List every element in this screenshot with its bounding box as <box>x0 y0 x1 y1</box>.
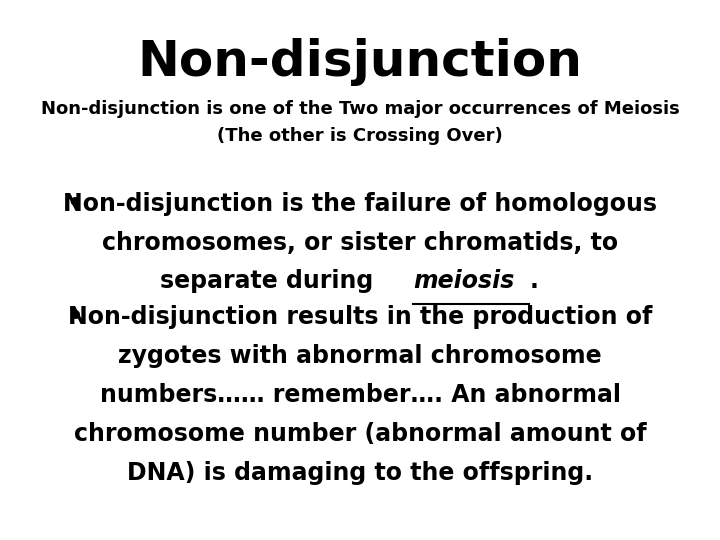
Text: Non-disjunction is the failure of homologous: Non-disjunction is the failure of homolo… <box>63 192 657 215</box>
Text: numbers…… remember…. An abnormal: numbers…… remember…. An abnormal <box>99 383 621 407</box>
Text: chromosome number (abnormal amount of: chromosome number (abnormal amount of <box>73 422 647 446</box>
Text: •: • <box>66 305 83 331</box>
Text: Non-disjunction is one of the Two major occurrences of Meiosis: Non-disjunction is one of the Two major … <box>40 100 680 118</box>
Text: (The other is Crossing Over): (The other is Crossing Over) <box>217 127 503 145</box>
Text: chromosomes, or sister chromatids, to: chromosomes, or sister chromatids, to <box>102 231 618 254</box>
Text: zygotes with abnormal chromosome: zygotes with abnormal chromosome <box>118 344 602 368</box>
Text: meiosis: meiosis <box>413 269 515 293</box>
Text: Non-disjunction results in the production of: Non-disjunction results in the productio… <box>68 305 652 329</box>
Text: Non-disjunction: Non-disjunction <box>138 38 582 86</box>
Text: •: • <box>66 192 83 218</box>
Text: DNA) is damaging to the offspring.: DNA) is damaging to the offspring. <box>127 461 593 484</box>
Text: .: . <box>529 269 539 293</box>
Text: separate during: separate during <box>160 269 381 293</box>
